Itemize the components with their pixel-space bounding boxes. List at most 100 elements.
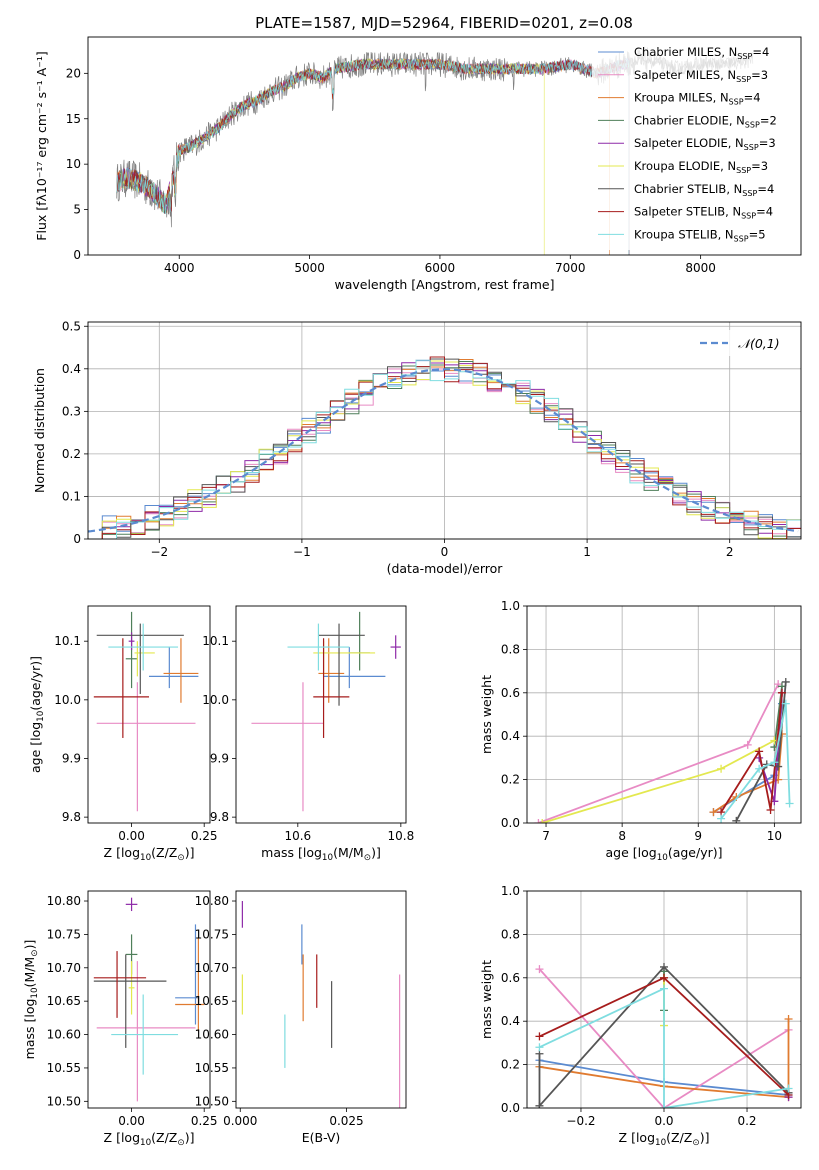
plot-area: [93, 611, 199, 812]
x-tick-label: 2: [726, 545, 734, 559]
y-tick-label: 10.70: [195, 961, 229, 975]
y-tick-label: 9.9: [62, 751, 81, 765]
weight-point: [717, 814, 726, 823]
weight-point: [770, 758, 779, 767]
weight-point: [755, 747, 764, 756]
legend-entry: Chabrier MILES, NSSP​=4: [634, 45, 769, 61]
legend-entry: Kroupa STELIB, NSSP​=5: [634, 227, 766, 243]
x-tick-label: 8000: [685, 261, 716, 275]
chart-title: PLATE=1587, MJD=52964, FIBERID=0201, z=0…: [255, 14, 633, 32]
chart-panel-4: 7 8 9 10 0.0 0.2 0.4 0.6 0.8 1.0 age [log10​(age/y…: [479, 599, 802, 863]
y-axis-label: Flux [fλ10⁻¹⁷ erg cm⁻² s⁻¹ A⁻¹]: [34, 51, 49, 240]
y-tick-label: 10.55: [47, 1061, 81, 1075]
y-tick-label: 0.6: [501, 971, 520, 985]
y-tick-label: 1.0: [501, 884, 520, 898]
y-tick-label: 0.8: [501, 927, 520, 941]
y-tick-label: 10.65: [47, 994, 81, 1008]
axes-frame: [87, 605, 211, 824]
plot-area: [251, 611, 401, 812]
y-tick-label: 5: [73, 203, 81, 217]
y-tick-label: 0.4: [501, 729, 520, 743]
x-axis-label: Z [log10​(Z/Z⊙​)]: [104, 845, 195, 863]
weight-point: [535, 1101, 544, 1108]
plot-area: [241, 901, 401, 1108]
model-spectrum-line: [116, 58, 610, 255]
y-tick-label: 10.75: [47, 927, 81, 941]
x-axis-label: E(B-V): [302, 1130, 341, 1145]
y-axis-label: mass [log10​(M/M⊙​)]: [22, 940, 40, 1060]
y-tick-label: 10.70: [47, 961, 81, 975]
x-tick-label: 6000: [425, 261, 456, 275]
axes-frame: [526, 605, 802, 824]
legend-entry: Kroupa MILES, NSSP​=4: [634, 91, 761, 107]
y-tick-label: 10.55: [195, 1061, 229, 1075]
y-tick-label: 9.8: [210, 810, 229, 824]
weight-point: [709, 808, 718, 817]
legend: Chabrier MILES, NSSP​=4 Salpeter MILES, N…: [592, 42, 796, 250]
legend: 𝒩(0,1): [692, 330, 794, 356]
y-tick-label: 10.0: [54, 693, 81, 707]
y-tick-label: 0.2: [501, 1058, 520, 1072]
x-tick-label: 0.000: [223, 1114, 257, 1128]
plot-area: [88, 356, 801, 539]
x-tick-label: 7: [542, 829, 550, 843]
y-tick-label: 10.1: [202, 634, 229, 648]
y-tick-label: 10.65: [195, 994, 229, 1008]
weight-point: [535, 1043, 544, 1052]
y-tick-label: 0: [73, 532, 81, 546]
x-tick-label: −2: [150, 545, 168, 559]
weight-point: [743, 740, 752, 749]
model-spectrum-line: [116, 58, 630, 255]
axes-frame: [87, 321, 802, 540]
x-tick-label: 0.025: [329, 1114, 363, 1128]
y-tick-label: 0.1: [62, 489, 81, 503]
weight-line: [538, 965, 790, 1108]
weight-point: [781, 699, 790, 708]
y-axis-label: mass weight: [479, 960, 494, 1039]
chart-panel-6: 0.000 0.025 10.50 10.55 10.60 10.65 10.70 10.75…: [195, 890, 407, 1145]
x-tick-label: 8: [618, 829, 626, 843]
weight-point: [755, 764, 764, 773]
x-tick-label: 0.25: [191, 829, 218, 843]
x-tick-label: −0.2: [566, 1114, 595, 1128]
weight-point: [717, 764, 726, 773]
y-tick-label: 0.4: [501, 1014, 520, 1028]
weight-line: [538, 683, 780, 823]
weight-point: [660, 984, 668, 993]
x-axis-label: (data-model)/error: [387, 561, 504, 576]
y-tick-label: 10.0: [202, 693, 229, 707]
legend-entry: 𝒩(0,1): [738, 336, 780, 351]
legend-entry: Salpeter STELIB, NSSP​=4: [634, 205, 773, 221]
x-tick-label: 0.2: [737, 1114, 756, 1128]
x-axis-label: Z [log10​(Z/Z⊙​)]: [104, 1130, 195, 1148]
y-tick-label: 0.3: [62, 404, 81, 418]
x-axis-label: mass [log10​(M/M⊙​)]: [261, 845, 381, 863]
y-tick-label: 10.75: [195, 927, 229, 941]
x-axis-label: age [log10​(age/yr)]: [605, 845, 722, 863]
x-tick-label: 0.25: [191, 1114, 218, 1128]
axes-frame: [87, 36, 802, 256]
y-tick-label: 0.4: [62, 362, 81, 376]
y-tick-label: 0.2: [501, 773, 520, 787]
x-tick-label: 9: [694, 829, 702, 843]
x-axis-label: wavelength [Angstrom, rest frame]: [334, 277, 554, 292]
x-tick-label: −1: [293, 545, 311, 559]
y-tick-label: 10.60: [47, 1028, 81, 1042]
x-tick-label: 0.00: [118, 1114, 145, 1128]
y-axis-label: Normed distribution: [32, 368, 47, 493]
x-tick-label: 10.6: [284, 829, 311, 843]
x-tick-label: 7000: [555, 261, 586, 275]
y-tick-label: 0.6: [501, 686, 520, 700]
model-spectrum-line: [116, 58, 630, 255]
weight-point: [784, 1084, 793, 1093]
y-tick-label: 10.50: [47, 1094, 81, 1108]
weight-point: [732, 816, 741, 823]
x-tick-label: 5000: [294, 261, 325, 275]
weight-point: [534, 819, 543, 823]
legend-entry: Kroupa ELODIE, NSSP​=3: [634, 159, 768, 175]
x-tick-label: 1: [583, 545, 591, 559]
axes-frame: [235, 890, 407, 1109]
normal-reference-curve: [88, 368, 799, 533]
weight-point: [781, 677, 790, 686]
weight-point: [785, 799, 794, 808]
